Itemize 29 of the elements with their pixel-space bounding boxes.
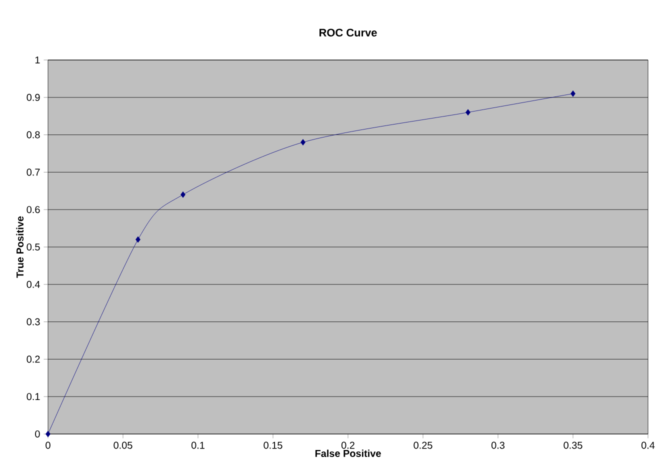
y-tick-label: 0 <box>35 430 40 438</box>
x-axis-title: False Positive <box>315 450 381 457</box>
point <box>300 139 306 146</box>
y-tick-label: 0.8 <box>26 131 40 138</box>
y-tick-label: 0.4 <box>26 280 40 288</box>
y-tick-label: 0.7 <box>26 168 40 176</box>
x-tick-label: 0.3 <box>491 442 504 449</box>
chart-title: ROC Curve <box>320 28 377 36</box>
y-tick-label: 0.9 <box>26 94 40 101</box>
x-tick-label: 0.15 <box>264 442 282 449</box>
x-tick-label: 0.35 <box>564 442 582 449</box>
x-tick-label: 0.2 <box>341 442 354 449</box>
x-tick-label: 0.1 <box>191 442 204 449</box>
y-tick-label: 0.1 <box>26 393 40 400</box>
point <box>466 109 470 116</box>
point <box>180 191 186 198</box>
point <box>46 430 50 438</box>
y-tick-label: 0.2 <box>26 356 40 363</box>
x-tick-label: 0.05 <box>114 442 132 449</box>
y-tick-label: 0.5 <box>26 243 40 251</box>
y-tick-label: 0.6 <box>26 206 40 214</box>
point <box>570 90 576 97</box>
x-tick-label: 0 <box>46 442 50 449</box>
y-tick-label: 1 <box>35 56 40 64</box>
x-tick-label: 0.4 <box>641 442 655 449</box>
x-tick-label: 0.25 <box>414 442 432 449</box>
y-tick-label: 0.3 <box>26 318 40 326</box>
y-axis-title: True Positive <box>16 216 24 278</box>
point <box>136 236 140 243</box>
